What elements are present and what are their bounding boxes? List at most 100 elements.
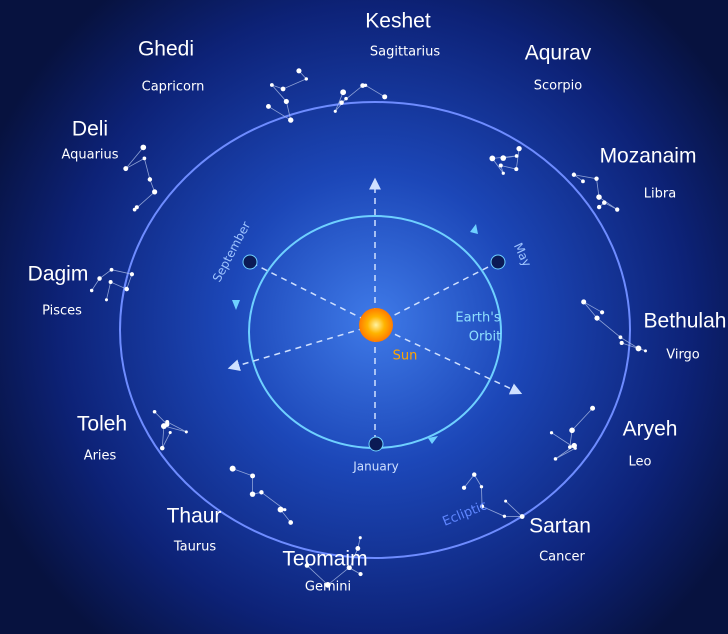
constellation-name: Deli	[72, 118, 108, 141]
star	[288, 520, 293, 525]
earth	[491, 255, 505, 269]
constellation-latin: Taurus	[173, 540, 217, 555]
constellation-latin: Cancer	[539, 550, 585, 565]
star	[266, 104, 271, 109]
constellation-name: Toleh	[77, 413, 127, 436]
star	[105, 298, 108, 301]
constellation-name: Sartan	[529, 515, 591, 538]
star	[284, 99, 289, 104]
constellation-latin: Leo	[629, 455, 652, 470]
star	[250, 473, 255, 478]
star	[339, 100, 343, 104]
star	[572, 173, 576, 177]
star	[110, 268, 114, 272]
star	[296, 68, 301, 73]
star	[504, 500, 507, 503]
constellation-name: Aqurav	[525, 42, 592, 65]
star	[185, 430, 188, 433]
constellation-name: Ghedi	[138, 38, 194, 61]
star	[590, 406, 595, 411]
star	[520, 514, 525, 519]
star	[382, 94, 387, 99]
constellation-latin: Sagittarius	[370, 45, 440, 60]
zodiac-diagram: Sun Earth's Orbit September May January …	[0, 0, 728, 634]
star	[130, 272, 134, 276]
star	[270, 83, 274, 87]
star	[620, 341, 624, 345]
star	[569, 428, 575, 434]
star	[124, 287, 129, 292]
star	[554, 457, 558, 461]
star	[644, 349, 647, 352]
star	[597, 205, 601, 209]
star	[489, 156, 495, 162]
sun-label: Sun	[393, 349, 418, 364]
star	[133, 208, 137, 212]
star	[514, 167, 518, 171]
constellation-latin: Pisces	[42, 304, 82, 319]
star	[230, 466, 236, 472]
star	[152, 189, 157, 194]
sun	[359, 308, 393, 342]
star	[568, 445, 572, 449]
star	[594, 176, 598, 180]
star	[259, 490, 263, 494]
star	[344, 97, 348, 101]
constellation-latin: Scorpio	[534, 79, 583, 94]
star	[594, 315, 599, 320]
star	[281, 87, 286, 92]
star	[462, 486, 466, 490]
constellation-name: Aryeh	[623, 418, 678, 441]
star	[97, 276, 101, 280]
star	[358, 572, 362, 576]
orbit-label: Orbit	[469, 330, 502, 345]
star	[581, 299, 586, 304]
star	[615, 207, 619, 211]
star	[278, 507, 284, 513]
star	[550, 431, 553, 434]
star	[472, 472, 476, 476]
star	[90, 289, 93, 292]
star	[500, 155, 506, 161]
star	[143, 157, 147, 161]
star	[250, 491, 255, 496]
star	[140, 145, 146, 151]
star	[334, 110, 337, 113]
star	[480, 485, 483, 488]
constellation-name: Mozanaim	[600, 145, 697, 168]
star	[574, 447, 577, 450]
star	[600, 310, 604, 314]
star	[283, 508, 286, 511]
constellation-name: Teomaim	[282, 548, 367, 571]
constellation-latin: Aries	[84, 449, 117, 464]
star	[305, 77, 308, 80]
star	[602, 200, 606, 204]
star	[515, 154, 519, 158]
star	[161, 423, 167, 429]
star	[581, 179, 585, 183]
star	[360, 83, 365, 88]
star	[503, 515, 506, 518]
star	[636, 345, 642, 351]
star	[160, 446, 165, 451]
star	[169, 431, 172, 434]
star	[340, 89, 346, 95]
star	[619, 335, 623, 339]
constellation-name: Keshet	[365, 10, 431, 33]
star	[123, 166, 128, 171]
star	[359, 536, 362, 539]
constellation-latin: Gemini	[305, 580, 351, 595]
constellation-latin: Libra	[644, 187, 676, 202]
constellation-latin: Aquarius	[61, 148, 118, 163]
constellation-name: Bethulah	[644, 310, 727, 333]
earth	[243, 255, 257, 269]
star	[148, 177, 152, 181]
star	[288, 117, 293, 122]
star	[165, 420, 169, 424]
constellation-name: Thaur	[167, 505, 222, 528]
constellation-latin: Capricorn	[142, 80, 205, 95]
star	[502, 172, 505, 175]
star	[516, 146, 521, 151]
month-label: January	[352, 460, 399, 474]
constellation-latin: Virgo	[666, 348, 700, 363]
